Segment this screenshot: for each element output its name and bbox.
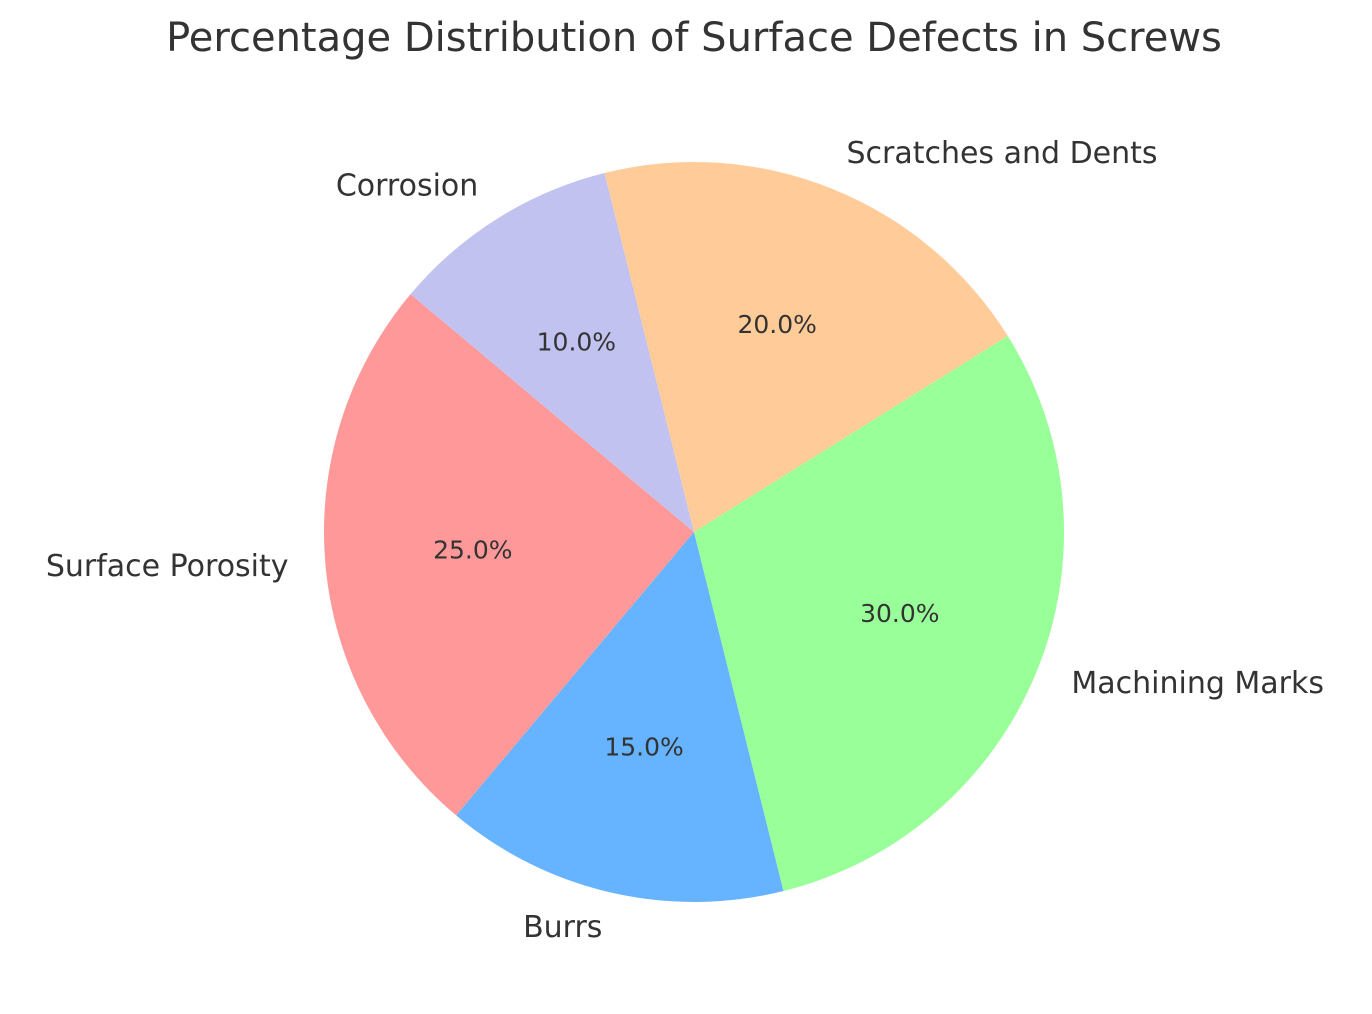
pie-slice (323, 294, 694, 816)
slice-label: Scratches and Dents (846, 136, 1157, 171)
value-label: 20.0% (737, 310, 816, 339)
value-label: 30.0% (860, 599, 939, 628)
value-label: 15.0% (604, 732, 683, 761)
pie-slice (410, 172, 694, 532)
chart-title: Percentage Distribution of Surface Defec… (166, 15, 1222, 61)
value-label: 25.0% (433, 535, 512, 564)
pie-slice (456, 532, 784, 902)
slice-label: Surface Porosity (46, 549, 289, 584)
slice-label: Corrosion (336, 168, 478, 203)
pie-slice (604, 162, 1008, 532)
pie-slice (694, 335, 1064, 892)
slice-label: Machining Marks (1071, 666, 1324, 701)
value-label: 10.0% (537, 328, 616, 357)
slice-label: Burrs (523, 910, 602, 945)
